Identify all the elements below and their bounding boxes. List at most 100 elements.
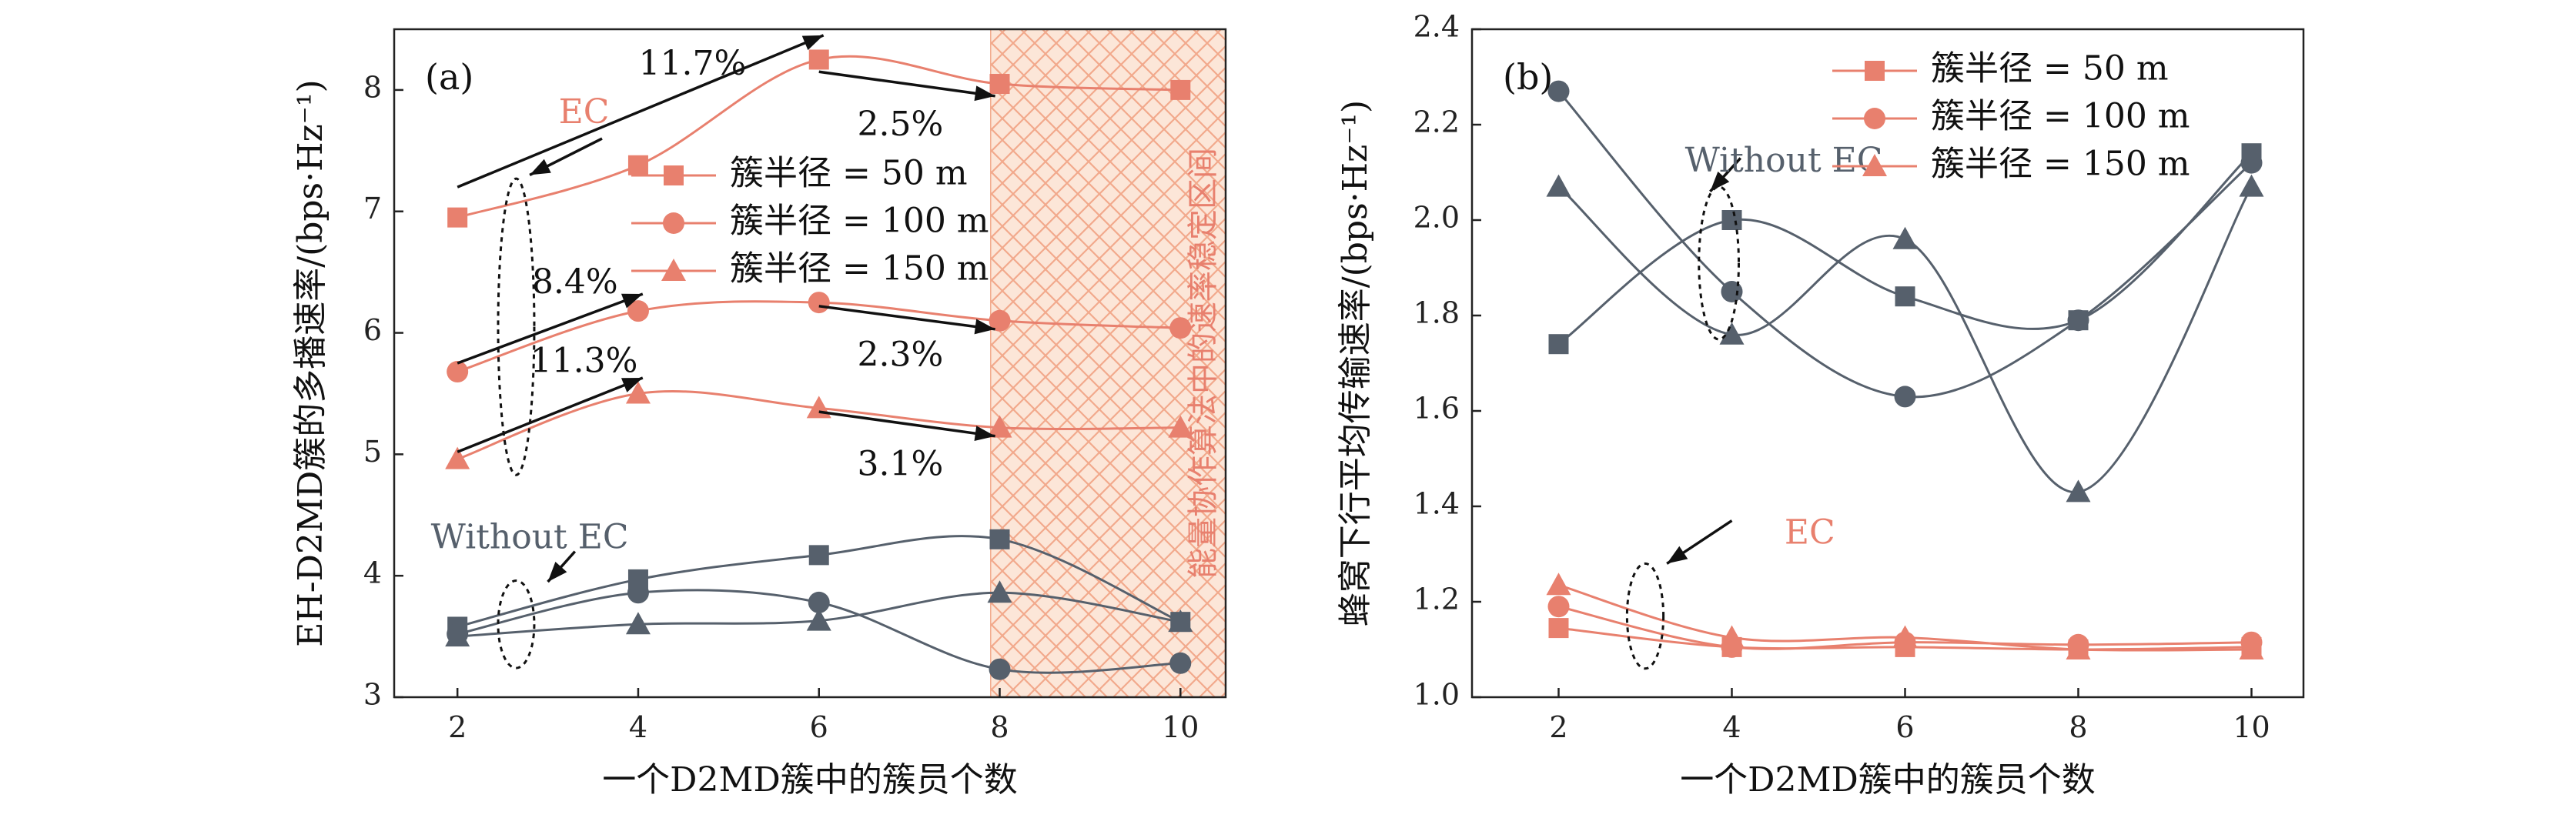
data-point-1-1	[627, 300, 649, 322]
annotation-0: EC	[559, 92, 610, 132]
arrow-head-4	[621, 377, 643, 392]
data-point-5-4	[2239, 637, 2264, 659]
y-axis-title: 蜂窝下行平均传输速率/(bps·Hz⁻¹)	[1336, 100, 1375, 626]
plot-frame	[393, 28, 1227, 699]
annotation-7: 3.1%	[857, 445, 943, 484]
arrow-head-2	[621, 293, 643, 309]
arrow-head-7	[547, 562, 567, 583]
data-point-0-3	[989, 74, 1010, 95]
data-point-0-2	[808, 49, 829, 70]
series-line-2	[1557, 185, 2253, 493]
annotation-3: 2.5%	[857, 105, 943, 144]
y-tick-label-7: 2.4	[1413, 10, 1460, 44]
legend-label-0: 簇半径 = 50 m	[730, 154, 968, 193]
panel-label: (a)	[425, 56, 473, 98]
data-point-2-3	[987, 415, 1012, 438]
y-tick-label-4: 1.8	[1413, 296, 1460, 330]
y-axis-title: EH-D2MD簇的多播速率/(bps·Hz⁻¹)	[291, 79, 330, 646]
arrow-head-3	[974, 319, 995, 335]
y-tick-label-6: 2.2	[1413, 105, 1460, 139]
arrow-head-5	[974, 426, 995, 442]
data-point-5-4	[1168, 609, 1193, 633]
arrow-head-1	[974, 85, 995, 102]
data-point-0-1	[1721, 210, 1742, 230]
data-point-5-2	[1892, 625, 1918, 648]
annotation-5: 2.3%	[857, 336, 943, 375]
arrow-line-2	[457, 292, 644, 365]
data-point-2-4	[1168, 415, 1193, 438]
legend-label-1: 簇半径 = 100 m	[730, 202, 989, 241]
x-axis-title: 一个D2MD簇中的簇员个数	[602, 760, 1018, 800]
group-ellipse-0	[497, 177, 536, 476]
y-tick-label-3: 1.6	[1413, 392, 1460, 426]
y-tick-label-5: 2.0	[1413, 201, 1460, 235]
y-tick-label-0: 3	[363, 678, 382, 712]
legend-label-2: 簇半径 = 150 m	[730, 249, 989, 289]
data-point-2-3	[2066, 479, 2091, 502]
legend-marker-0	[664, 165, 684, 185]
y-tick-label-5: 8	[363, 70, 382, 104]
stable-region	[990, 28, 1226, 698]
data-point-4-4	[1169, 652, 1192, 674]
stable-region-label: 能量协作算法中的速率稳定区间	[1186, 148, 1221, 579]
data-point-1-3	[989, 309, 1011, 332]
arrow-line-0	[457, 34, 825, 189]
annotation-1: EC	[1785, 513, 1835, 553]
data-point-1-0	[1547, 80, 1570, 102]
annotation-1: Without EC	[431, 517, 629, 556]
x-tick-label-4: 10	[2233, 710, 2270, 744]
legend-marker-0	[1865, 61, 1885, 81]
data-point-5-0	[1546, 573, 1571, 596]
data-point-3-0	[1548, 618, 1569, 639]
group-ellipse-1	[497, 579, 536, 669]
data-point-2-1	[625, 381, 651, 404]
data-point-0-0	[1548, 334, 1569, 355]
data-point-5-3	[987, 580, 1012, 603]
y-tick-label-2: 1.4	[1413, 487, 1460, 521]
panel-label: (b)	[1503, 56, 1553, 98]
legend: 簇半径 = 50 m 簇半径 = 100 m 簇半径 = 150 m	[1832, 49, 2190, 184]
annotation-0: Without EC	[1685, 141, 1883, 180]
arrow-line-4	[457, 376, 644, 453]
data-point-5-3	[2066, 637, 2091, 659]
x-tick-label-0: 2	[1549, 710, 1567, 744]
x-tick-label-2: 6	[1895, 710, 1914, 744]
data-point-2-1	[1719, 322, 1745, 345]
legend-label-2: 簇半径 = 150 m	[1931, 145, 2190, 184]
legend-marker-2	[661, 259, 686, 281]
data-point-2-0	[445, 446, 470, 469]
legend-label-1: 簇半径 = 100 m	[1931, 97, 2190, 136]
arrow-head-1	[1667, 546, 1688, 564]
data-point-3-2	[808, 545, 829, 566]
data-point-2-0	[1546, 174, 1571, 197]
data-point-5-1	[1719, 625, 1745, 648]
data-point-1-2	[808, 292, 830, 314]
plot-frame	[1470, 28, 2305, 699]
y-tick-label-3: 6	[363, 313, 382, 347]
x-axis-title: 一个D2MD簇中的簇员个数	[1680, 760, 2096, 800]
x-tick-label-0: 2	[448, 710, 467, 744]
y-tick-label-0: 1.0	[1413, 678, 1460, 712]
arrow-head-6	[530, 159, 551, 175]
arrow-head-0	[1710, 171, 1730, 192]
data-point-0-1	[627, 155, 648, 175]
annotation-6: 11.3%	[530, 342, 638, 381]
x-tick-label-2: 6	[810, 710, 828, 744]
data-point-2-4	[2239, 174, 2264, 197]
data-point-5-2	[806, 608, 831, 631]
data-point-4-1	[627, 582, 649, 604]
annotation-4: 8.4%	[532, 262, 618, 302]
y-tick-label-2: 5	[363, 435, 382, 469]
data-point-4-3	[989, 658, 1011, 680]
x-tick-label-1: 4	[629, 710, 647, 744]
data-point-4-0	[1547, 596, 1570, 618]
data-point-1-4	[1169, 317, 1192, 339]
arrow-line-5	[818, 410, 995, 438]
data-point-1-0	[447, 361, 469, 383]
data-point-3-3	[989, 529, 1010, 549]
data-point-0-4	[1170, 79, 1191, 100]
data-point-1-1	[1721, 281, 1743, 302]
y-tick-label-4: 7	[363, 192, 382, 225]
data-point-1-4	[2240, 152, 2263, 174]
